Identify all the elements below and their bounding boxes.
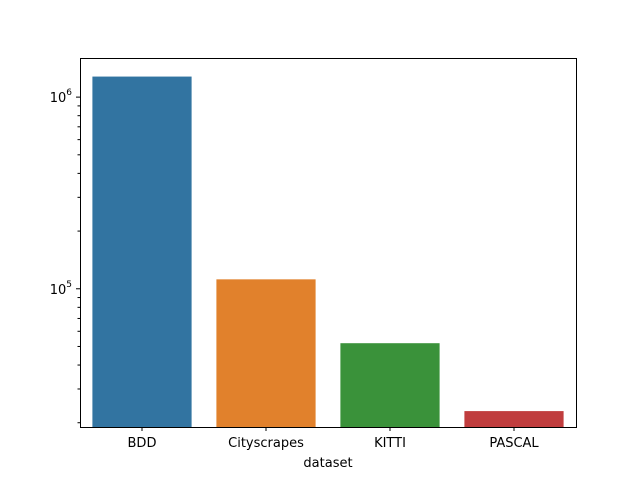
x-tick-label: PASCAL <box>489 436 539 451</box>
bar-kitti <box>340 343 440 427</box>
y-tick-label: 105 <box>50 280 72 298</box>
x-axis-ticks: BDD Cityscrapes KITTI PASCAL <box>128 427 539 451</box>
bar-pascal <box>464 411 564 427</box>
x-tick-label: Cityscrapes <box>228 436 304 451</box>
x-axis-label: dataset <box>303 456 352 471</box>
x-tick-label: BDD <box>128 436 157 451</box>
bar-bdd <box>92 76 192 427</box>
y-axis-ticks: 105 106 <box>50 88 80 424</box>
bars-group <box>92 76 564 427</box>
y-tick-label: 106 <box>50 88 73 106</box>
plot-frame <box>80 58 577 428</box>
bar-cityscrapes <box>216 279 316 427</box>
x-tick-label: KITTI <box>374 436 406 451</box>
